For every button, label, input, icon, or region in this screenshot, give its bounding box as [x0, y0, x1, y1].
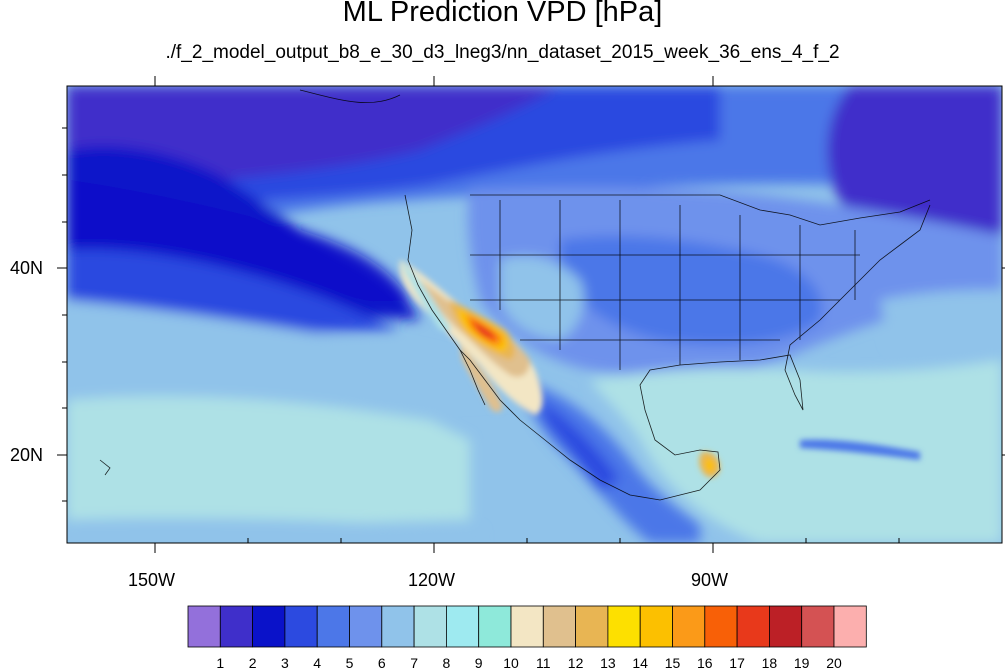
colorbar-label: 19	[793, 655, 810, 671]
colorbar-swatch	[833, 605, 867, 648]
colorbar-label: 2	[248, 655, 257, 671]
colorbar-swatch	[219, 605, 254, 648]
colorbar-swatch	[769, 605, 803, 648]
colorbar-swatch	[510, 605, 544, 648]
axis-ticks	[57, 76, 1005, 553]
lon-label-150w: 150W	[128, 570, 176, 590]
map-title: ML Prediction VPD [hPa]	[342, 0, 663, 28]
lon-label-90w: 90W	[691, 570, 729, 590]
colorbar-label: 13	[600, 655, 616, 671]
colorbar-label: 7	[410, 655, 418, 671]
colorbar-label: 1	[216, 655, 225, 671]
colorbar-label: 10	[503, 655, 519, 671]
colorbar	[187, 605, 867, 648]
colorbar-label: 5	[345, 655, 354, 671]
colorbar-swatch	[542, 605, 576, 648]
colorbar-label: 3	[280, 655, 289, 671]
colorbar-swatch	[478, 605, 512, 648]
colorbar-label: 18	[761, 655, 778, 671]
colorbar-label: 8	[442, 655, 451, 671]
colorbar-swatch	[575, 605, 609, 648]
lat-label-40n: 40N	[10, 258, 44, 278]
colorbar-swatch	[316, 605, 350, 648]
colorbar-label: 12	[567, 655, 584, 671]
colorbar-swatch	[445, 605, 480, 648]
colorbar-swatch	[607, 605, 641, 648]
colorbar-label: 6	[377, 655, 386, 671]
colorbar-label: 4	[313, 655, 322, 671]
colorbar-swatch	[704, 605, 738, 648]
colorbar-label: 15	[664, 655, 681, 671]
colorbar-label: 20	[826, 655, 842, 671]
colorbar-swatch	[639, 605, 673, 648]
colorbar-swatch	[349, 605, 383, 648]
colorbar-swatch	[284, 605, 318, 648]
colorbar-label: 16	[697, 655, 713, 671]
colorbar-swatch	[672, 605, 706, 648]
vpd-field	[67, 86, 1002, 543]
colorbar-swatch	[187, 605, 221, 648]
colorbar-label: 9	[474, 655, 483, 671]
colorbar-label: 14	[632, 655, 648, 671]
colorbar-label: 17	[729, 655, 745, 671]
colorbar-swatch	[381, 605, 415, 648]
colorbar-swatch	[252, 605, 286, 648]
coastline	[99, 89, 931, 501]
map-subtitle: ./f_2_model_output_b8_e_30_d3_lneg3/nn_d…	[165, 42, 840, 63]
colorbar-swatch	[736, 605, 770, 648]
lat-label-20n: 20N	[10, 445, 44, 465]
colorbar-label: 11	[536, 655, 551, 671]
lon-label-120w: 120W	[408, 570, 456, 590]
colorbar-swatch	[801, 605, 835, 648]
colorbar-swatch	[413, 605, 447, 648]
